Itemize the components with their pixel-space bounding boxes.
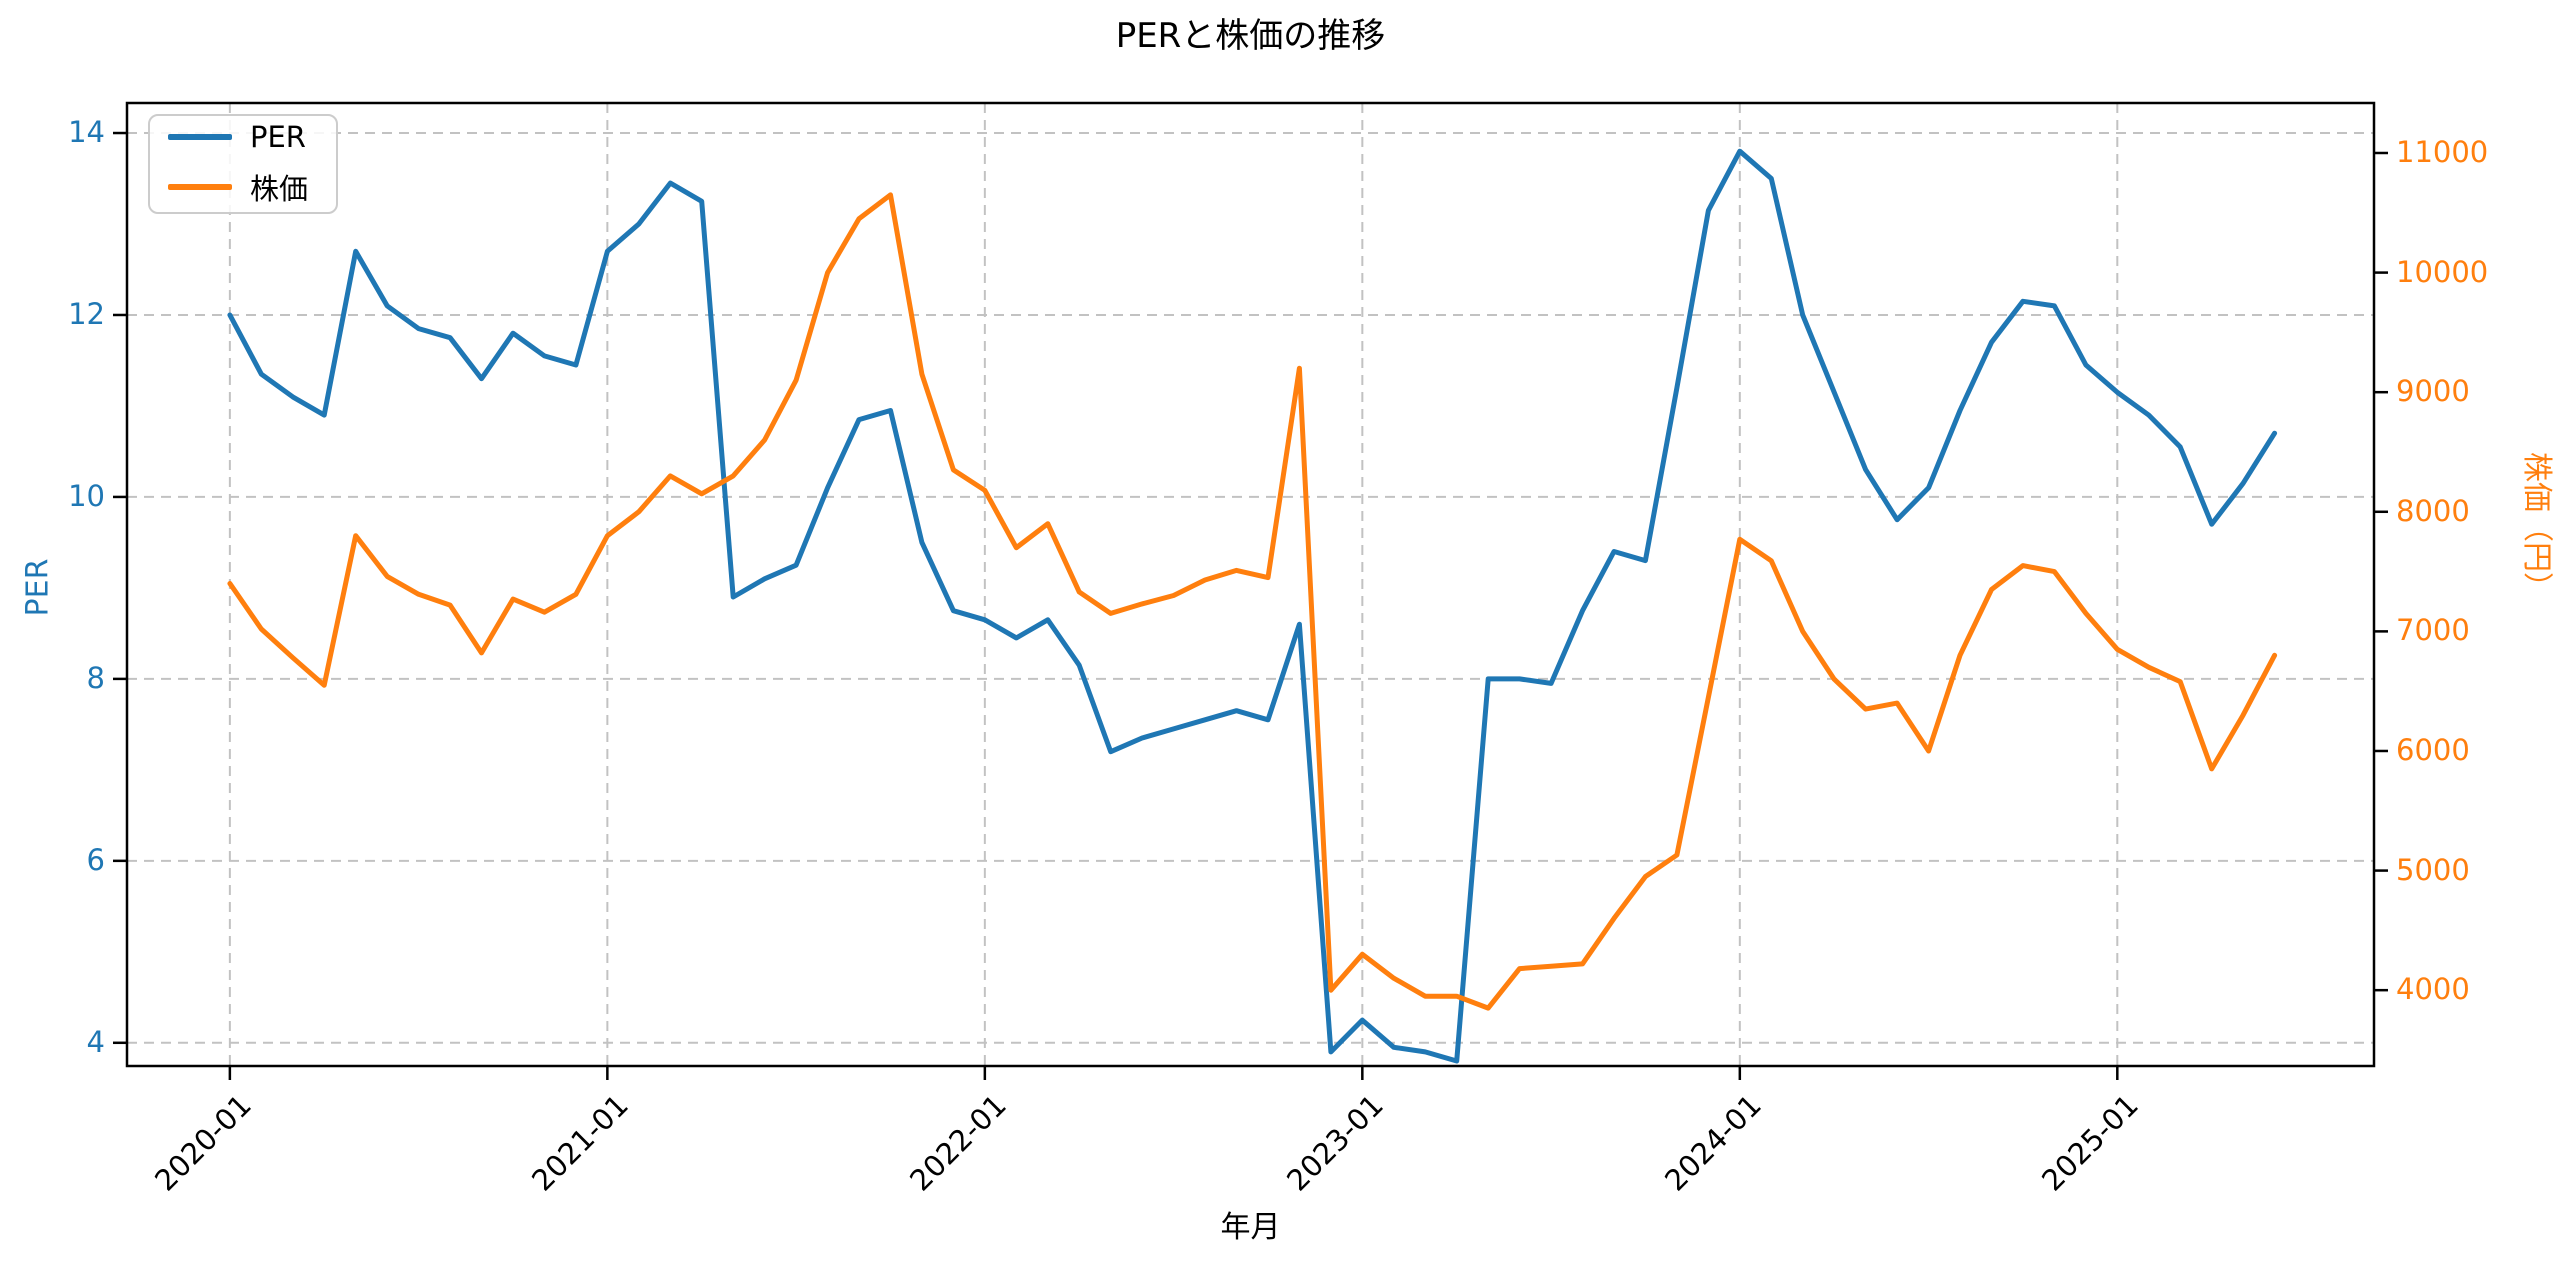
y-left-tick-label-14: 14	[68, 115, 105, 150]
y-right-tick-label-8000: 8000	[2396, 493, 2470, 528]
legend-item-株価: 株価	[150, 166, 336, 208]
y-right-tick-label-4000: 4000	[2396, 972, 2470, 1007]
axes-spines	[125, 101, 2376, 1068]
y-right-tick-label-6000: 6000	[2396, 732, 2470, 767]
series-line-PER	[227, 148, 2278, 1064]
y-left-tick-label-12: 12	[68, 296, 105, 331]
y-axis-label-right: 株価（円）	[2519, 452, 2554, 602]
y-right-tick-label-11000: 11000	[2396, 134, 2489, 169]
legend-swatch-株価	[168, 184, 232, 190]
chart-title: PERと株価の推移	[1115, 16, 1386, 56]
y-axis-label-left: PER	[20, 558, 56, 617]
y-left-tick-label-10: 10	[68, 478, 105, 513]
series-line-株価	[227, 192, 2278, 1011]
legend-label-PER: PER	[250, 120, 306, 154]
legend: PER 株価	[148, 114, 338, 214]
legend-swatch-PER	[168, 134, 232, 140]
y-left-tick-label-4: 4	[86, 1024, 105, 1059]
y-right-tick-label-5000: 5000	[2396, 852, 2470, 887]
legend-item-PER: PER	[150, 120, 336, 154]
y-left-tick-label-6: 6	[86, 842, 105, 877]
y-left-tick-label-8: 8	[86, 660, 105, 695]
x-axis-label: 年月	[1220, 1210, 1281, 1245]
y-right-tick-label-10000: 10000	[2396, 254, 2489, 289]
y-right-tick-label-9000: 9000	[2396, 374, 2470, 409]
legend-label-株価: 株価	[250, 172, 309, 206]
y-right-tick-label-7000: 7000	[2396, 613, 2470, 648]
